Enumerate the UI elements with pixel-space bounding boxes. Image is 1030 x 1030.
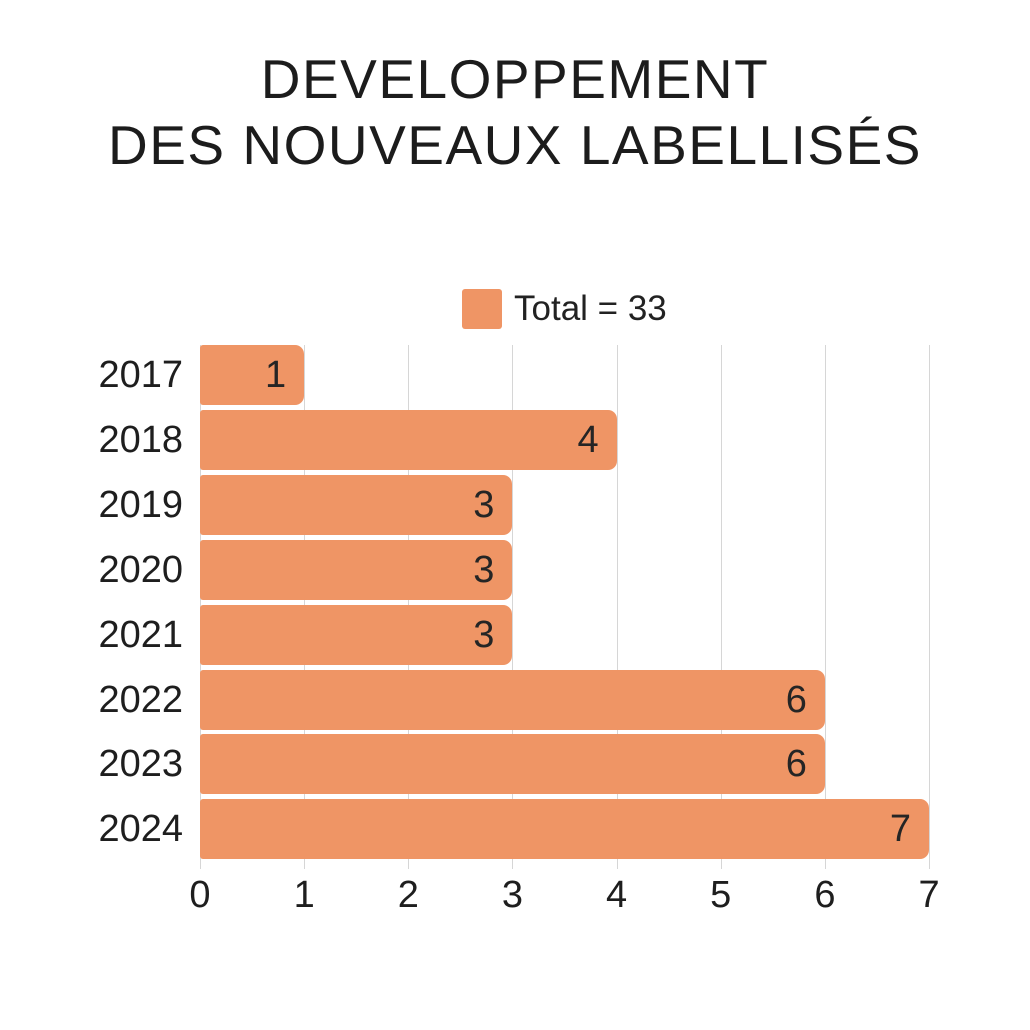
bar-value-label: 3 [473, 548, 495, 591]
bar-value-label: 3 [473, 613, 495, 656]
x-axis-tick-label: 1 [293, 874, 315, 916]
bar-value-label: 4 [577, 418, 599, 461]
chart-row: 2023 6 [0, 734, 1030, 795]
bar-value-label: 6 [785, 743, 807, 786]
chart-title-line2: DES NOUVEAUX LABELLISÉS [108, 114, 922, 176]
legend: Total = 33 [462, 289, 667, 329]
gridline [512, 345, 514, 869]
x-axis-tick-label: 5 [710, 874, 732, 916]
y-axis-category-label: 2021 [98, 613, 183, 656]
bar: 1 [200, 345, 305, 405]
x-axis-tick-label: 7 [918, 874, 940, 916]
bar: 6 [200, 669, 825, 730]
y-axis-category-label: 2024 [98, 808, 183, 851]
y-axis-category-label: 2017 [98, 354, 183, 396]
y-axis-category-label: 2023 [98, 743, 183, 786]
x-axis-tick-label: 2 [397, 874, 419, 916]
bar-value-label: 1 [265, 354, 287, 396]
x-axis-tick-label: 0 [189, 874, 211, 916]
y-axis-category-label: 2019 [98, 483, 183, 526]
x-axis-tick-label: 4 [606, 874, 628, 916]
chart-title: DEVELOPPEMENT DES NOUVEAUX LABELLISÉS [0, 46, 1030, 178]
y-axis-category-label: 2022 [98, 678, 183, 721]
bar: 3 [200, 604, 513, 665]
gridline [720, 345, 722, 869]
chart-row: 2017 1 [0, 345, 1030, 405]
y-axis-category-label: 2018 [98, 418, 183, 461]
bar: 7 [200, 799, 930, 860]
bar: 3 [200, 474, 513, 535]
bar-value-label: 7 [889, 808, 912, 851]
gridline [824, 345, 826, 869]
bar-value-label: 3 [473, 483, 495, 526]
chart-row: 2018 4 [0, 409, 1030, 470]
chart-row: 2020 3 [0, 539, 1030, 600]
chart-row: 2024 7 [0, 799, 1030, 860]
bar: 4 [200, 409, 617, 470]
x-axis-tick-label: 3 [501, 874, 523, 916]
gridline [616, 345, 618, 869]
x-axis-tick-label: 6 [814, 874, 836, 916]
y-axis-category-label: 2020 [98, 548, 183, 591]
chart-row: 2019 3 [0, 474, 1030, 535]
chart-title-line1: DEVELOPPEMENT [260, 48, 770, 110]
bar: 3 [200, 539, 513, 600]
legend-swatch [462, 289, 502, 329]
gridline [929, 345, 931, 869]
bar-value-label: 6 [785, 678, 807, 721]
chart-row: 2021 3 [0, 604, 1030, 665]
bar: 6 [200, 734, 825, 795]
chart-row: 2022 6 [0, 669, 1030, 730]
legend-label: Total = 33 [514, 289, 667, 328]
